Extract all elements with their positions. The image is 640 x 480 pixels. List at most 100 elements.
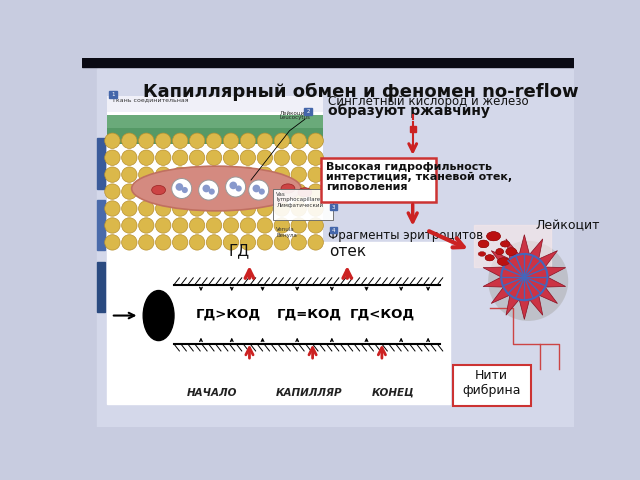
Circle shape [122,201,137,216]
Circle shape [122,218,137,233]
Circle shape [259,189,265,195]
Circle shape [122,150,137,166]
Bar [82,58,575,67]
Circle shape [223,133,239,148]
Circle shape [172,235,188,250]
Circle shape [189,133,205,148]
Circle shape [105,133,120,148]
Circle shape [172,218,188,233]
Text: Нити
фибрина: Нити фибрина [462,369,520,397]
Circle shape [156,218,171,233]
Circle shape [257,167,273,182]
Circle shape [257,235,273,250]
Bar [97,200,105,250]
Circle shape [308,201,323,216]
Bar [330,227,337,233]
Circle shape [223,150,239,166]
Ellipse shape [497,258,509,265]
Ellipse shape [500,241,509,247]
Circle shape [225,177,246,197]
Circle shape [206,218,221,233]
Circle shape [223,184,239,199]
Circle shape [172,133,188,148]
Circle shape [240,218,255,233]
Circle shape [501,254,547,300]
Circle shape [189,201,205,216]
Circle shape [308,184,323,199]
Text: 3: 3 [332,204,335,210]
Bar [304,108,312,115]
Circle shape [257,218,273,233]
Circle shape [274,167,289,182]
Circle shape [189,218,205,233]
Circle shape [139,218,154,233]
Circle shape [209,189,215,195]
Circle shape [274,218,289,233]
Ellipse shape [478,240,489,248]
Ellipse shape [486,232,500,241]
FancyBboxPatch shape [273,189,333,220]
Polygon shape [483,267,504,277]
Circle shape [223,235,239,250]
Polygon shape [107,115,323,131]
FancyBboxPatch shape [452,365,531,407]
Circle shape [172,167,188,182]
Text: ГД<КОД: ГД<КОД [349,308,415,321]
Ellipse shape [485,255,494,261]
Circle shape [274,133,289,148]
Circle shape [257,150,273,166]
Circle shape [156,235,171,250]
Circle shape [182,187,188,193]
Polygon shape [545,277,566,287]
Circle shape [223,167,239,182]
Circle shape [257,184,273,199]
Ellipse shape [486,232,500,241]
Circle shape [274,184,289,199]
Ellipse shape [497,258,509,265]
Text: Фрагменты эритроцитов: Фрагменты эритроцитов [328,228,483,241]
Ellipse shape [506,248,516,255]
Circle shape [172,184,188,199]
Polygon shape [539,287,557,303]
Circle shape [291,235,307,250]
Polygon shape [529,295,543,315]
Circle shape [139,150,154,166]
Bar [330,204,337,210]
Circle shape [172,201,188,216]
Circle shape [274,150,289,166]
Text: Капиллярный обмен и феномен no-reflow: Капиллярный обмен и феномен no-reflow [143,83,579,101]
Circle shape [156,133,171,148]
Circle shape [206,133,221,148]
Circle shape [189,184,205,199]
Circle shape [206,201,221,216]
Circle shape [240,150,255,166]
Polygon shape [492,287,510,303]
Circle shape [189,235,205,250]
Ellipse shape [485,255,494,261]
Circle shape [240,235,255,250]
Bar [474,225,551,267]
Bar [107,242,450,404]
Circle shape [202,185,210,192]
Circle shape [253,185,260,192]
Circle shape [291,133,307,148]
FancyBboxPatch shape [321,158,436,202]
Polygon shape [492,251,510,267]
Bar [410,126,416,132]
Ellipse shape [496,249,504,255]
Circle shape [257,201,273,216]
Polygon shape [539,251,557,267]
Circle shape [274,201,289,216]
Circle shape [240,184,255,199]
Circle shape [308,167,323,182]
Circle shape [198,180,219,200]
Ellipse shape [143,290,174,341]
Circle shape [206,167,221,182]
Circle shape [308,235,323,250]
Text: 2: 2 [306,109,310,114]
Circle shape [156,150,171,166]
Circle shape [156,184,171,199]
Circle shape [308,218,323,233]
Circle shape [206,235,221,250]
Circle shape [172,150,188,166]
